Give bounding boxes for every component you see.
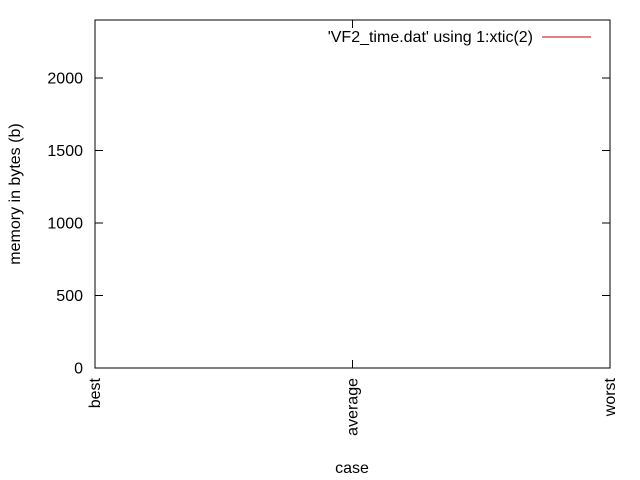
x-tick-label: average bbox=[345, 378, 362, 436]
x-tick-label: worst bbox=[602, 377, 619, 417]
y-tick-label: 1500 bbox=[47, 143, 83, 160]
x-tick-label: best bbox=[87, 377, 104, 408]
x-axis-ticks: best average worst bbox=[87, 20, 619, 436]
y-tick-label: 0 bbox=[74, 361, 83, 378]
legend-label-series-1: 'VF2_time.dat' using 1:xtic(2) bbox=[328, 29, 533, 46]
y-tick-label: 500 bbox=[56, 288, 83, 305]
legend: 'VF2_time.dat' using 1:xtic(2) bbox=[328, 29, 591, 46]
y-tick-label: 2000 bbox=[47, 71, 83, 88]
y-axis-ticks: 0 500 1000 1500 2000 bbox=[47, 71, 610, 378]
y-tick-label: 1000 bbox=[47, 216, 83, 233]
y-axis-label: memory in bytes (b) bbox=[7, 123, 24, 264]
x-axis-label: case bbox=[335, 460, 369, 477]
